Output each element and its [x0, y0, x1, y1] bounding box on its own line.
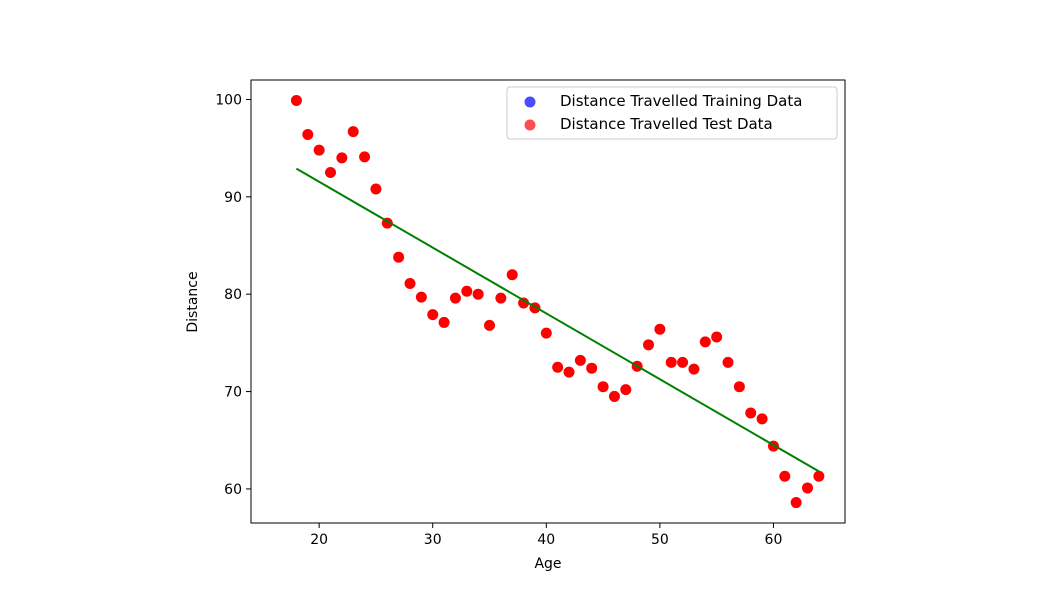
- data-point-series-1: [802, 482, 814, 494]
- data-point-series-1: [495, 292, 507, 304]
- data-point-series-1: [472, 288, 484, 300]
- y-tick-label: 70: [224, 385, 242, 401]
- y-axis-label: Distance: [185, 271, 201, 332]
- x-axis: 20 30 40 50 60: [310, 523, 782, 548]
- data-point-series-1: [699, 336, 711, 348]
- series-layer: [290, 94, 825, 509]
- data-point-series-1: [620, 384, 632, 396]
- data-point-series-1: [438, 316, 450, 328]
- x-tick-label: 60: [765, 532, 783, 548]
- data-point-series-1: [654, 323, 666, 335]
- y-axis: 60 70 80 90 100: [215, 92, 251, 498]
- data-point-series-1: [359, 151, 371, 163]
- y-tick-label: 60: [224, 482, 242, 498]
- legend-label-training: Distance Travelled Training Data: [560, 92, 802, 110]
- y-tick-label: 80: [224, 287, 242, 303]
- legend: Distance Travelled Training Data Distanc…: [506, 86, 838, 140]
- data-point-series-1: [756, 413, 768, 425]
- data-point-series-1: [393, 251, 405, 263]
- data-point-series-1: [790, 497, 802, 509]
- data-point-series-1: [597, 381, 609, 393]
- data-point-series-1: [733, 381, 745, 393]
- y-tick-label: 100: [215, 92, 242, 108]
- data-point-series-1: [461, 285, 473, 297]
- regression-line: [295, 167, 820, 473]
- plot-area: [251, 80, 845, 523]
- data-point-series-1: [586, 362, 598, 374]
- data-point-series-1: [518, 297, 530, 309]
- x-tick-label: 50: [651, 532, 669, 548]
- data-point-series-1: [302, 129, 314, 141]
- data-point-series-1: [813, 470, 825, 482]
- data-point-series-1: [427, 309, 439, 321]
- data-point-series-1: [608, 390, 620, 402]
- data-point-series-1: [313, 144, 325, 156]
- data-point-series-1: [745, 407, 757, 419]
- data-point-series-1: [347, 126, 359, 138]
- x-tick-label: 30: [424, 532, 442, 548]
- data-point-series-1: [779, 470, 791, 482]
- data-point-series-1: [677, 356, 689, 368]
- data-point-series-1: [563, 366, 575, 378]
- legend-label-test: Distance Travelled Test Data: [560, 115, 773, 133]
- legend-marker-training: [524, 96, 536, 108]
- y-tick-label: 90: [224, 190, 242, 206]
- data-point-series-1: [449, 292, 461, 304]
- plot-frame: [250, 79, 846, 524]
- data-point-series-1: [325, 166, 337, 178]
- data-point-series-1: [722, 356, 734, 368]
- data-point-series-1: [506, 269, 518, 281]
- legend-box: [506, 86, 838, 140]
- data-point-series-1: [540, 327, 552, 339]
- data-point-series-1: [665, 356, 677, 368]
- data-point-series-1: [370, 183, 382, 195]
- x-axis-label: Age: [534, 556, 561, 572]
- x-tick-label: 20: [310, 532, 328, 548]
- data-point-series-1: [643, 339, 655, 351]
- data-point-series-1: [711, 331, 723, 343]
- legend-marker-test: [524, 119, 536, 131]
- data-point-series-1: [574, 354, 586, 366]
- data-point-series-1: [688, 363, 700, 375]
- data-point-series-1: [552, 361, 564, 373]
- data-point-series-1: [484, 319, 496, 331]
- data-point-series-1: [404, 277, 416, 289]
- x-tick-label: 40: [537, 532, 555, 548]
- data-point-series-1: [415, 291, 427, 303]
- data-point-series-1: [336, 152, 348, 164]
- data-point-series-1: [290, 94, 302, 106]
